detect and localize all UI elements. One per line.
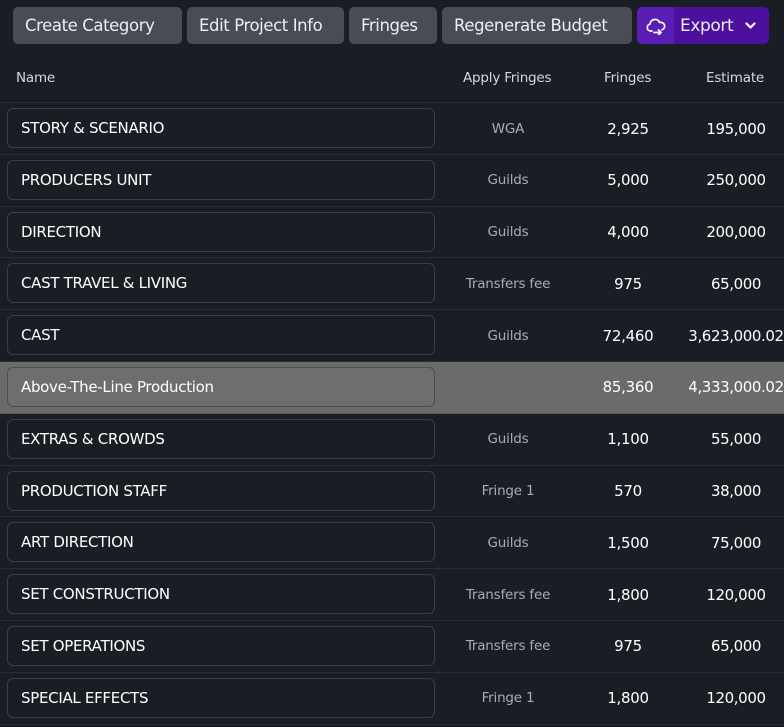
category-name-field[interactable]: EXTRAS & CROWDS <box>7 418 435 459</box>
table-row[interactable]: ART DIRECTION Guilds 1,500 75,000 <box>0 517 784 570</box>
category-name-field[interactable]: SET CONSTRUCTION <box>7 574 435 615</box>
apply-fringes-cell[interactable]: Guilds <box>487 534 529 551</box>
table-row[interactable]: PRODUCTION STAFF Fringe 1 570 38,000 <box>0 466 784 518</box>
apply-fringes-cell[interactable]: WGA <box>491 120 525 137</box>
table-row[interactable]: CAST Guilds 72,460 3,623,000.02 <box>0 310 784 362</box>
apply-fringes-cell[interactable]: Transfers fee <box>465 586 551 603</box>
toolbar: Create Category Edit Project Info Fringe… <box>13 7 769 44</box>
subtotal-name-field[interactable]: Above-The-Line Production <box>7 366 435 407</box>
apply-fringes-cell[interactable]: Guilds <box>487 327 529 344</box>
fringes-cell: 1,500 <box>607 533 649 552</box>
estimate-cell: 200,000 <box>706 223 766 242</box>
estimate-cell: 120,000 <box>706 689 766 708</box>
subtotal-row[interactable]: Above-The-Line Production 85,360 4,333,0… <box>0 361 784 414</box>
fringes-cell: 4,000 <box>607 223 649 242</box>
column-header-fringes[interactable]: Fringes <box>604 70 652 86</box>
estimate-cell: 195,000 <box>706 119 766 138</box>
apply-fringes-cell[interactable]: Transfers fee <box>465 275 551 292</box>
estimate-cell: 75,000 <box>710 533 762 552</box>
category-name-field[interactable]: ART DIRECTION <box>7 522 435 563</box>
fringes-cell: 72,460 <box>602 326 654 345</box>
edit-project-info-button[interactable]: Edit Project Info <box>187 7 344 44</box>
apply-fringes-cell[interactable]: Guilds <box>487 431 529 448</box>
fringes-cell: 975 <box>614 637 642 656</box>
category-name-field[interactable]: SPECIAL EFFECTS <box>7 677 435 718</box>
apply-fringes-cell[interactable]: Fringe 1 <box>481 690 535 707</box>
apply-fringes-cell[interactable]: Fringe 1 <box>481 483 535 500</box>
estimate-cell: 55,000 <box>710 430 762 449</box>
create-category-button[interactable]: Create Category <box>13 7 182 44</box>
estimate-cell: 250,000 <box>706 171 766 190</box>
table-row[interactable]: SET OPERATIONS Transfers fee 975 65,000 <box>0 621 784 673</box>
cloud-upload-icon <box>637 7 674 44</box>
estimate-cell: 38,000 <box>710 482 762 501</box>
apply-fringes-cell[interactable]: Guilds <box>487 172 529 189</box>
chevron-down-icon <box>745 22 756 29</box>
table-row[interactable]: SET CONSTRUCTION Transfers fee 1,800 120… <box>0 569 784 621</box>
export-button[interactable]: Export <box>637 7 769 44</box>
export-label: Export <box>680 15 734 36</box>
fringes-cell: 85,360 <box>602 378 654 397</box>
fringes-cell: 1,800 <box>607 585 649 604</box>
category-name-field[interactable]: PRODUCERS UNIT <box>7 159 435 200</box>
fringes-cell: 1,100 <box>607 430 649 449</box>
column-header-estimate[interactable]: Estimate <box>706 70 765 86</box>
table-row[interactable]: PRODUCERS UNIT Guilds 5,000 250,000 <box>0 155 784 207</box>
apply-fringes-cell[interactable]: Guilds <box>487 224 529 241</box>
column-header-apply-fringes[interactable]: Apply Fringes <box>463 70 552 86</box>
fringes-cell: 1,800 <box>607 689 649 708</box>
table-row[interactable]: EXTRAS & CROWDS Guilds 1,100 55,000 <box>0 414 784 466</box>
category-name-field[interactable]: STORY & SCENARIO <box>7 108 435 148</box>
fringes-cell: 570 <box>614 482 642 501</box>
category-name-field[interactable]: CAST <box>7 315 435 356</box>
table-row[interactable]: CAST TRAVEL & LIVING Transfers fee 975 6… <box>0 258 784 311</box>
table-header: Name Apply Fringes Fringes Estimate <box>0 55 784 103</box>
estimate-cell: 65,000 <box>710 274 762 293</box>
table-row[interactable]: DIRECTION Guilds 4,000 200,000 <box>0 207 784 259</box>
apply-fringes-cell <box>445 362 571 413</box>
estimate-cell: 3,623,000.02 <box>688 326 784 345</box>
fringes-cell: 2,925 <box>607 119 649 138</box>
category-name-field[interactable]: DIRECTION <box>7 211 435 252</box>
category-name-field[interactable]: PRODUCTION STAFF <box>7 470 435 511</box>
estimate-cell: 120,000 <box>706 585 766 604</box>
table-row[interactable]: SPECIAL EFFECTS Fringe 1 1,800 120,000 <box>0 673 784 725</box>
fringes-button[interactable]: Fringes <box>349 7 437 44</box>
fringes-cell: 5,000 <box>607 171 649 190</box>
category-name-field[interactable]: CAST TRAVEL & LIVING <box>7 263 435 304</box>
estimate-cell: 4,333,000.02 <box>688 378 784 397</box>
apply-fringes-cell[interactable]: Transfers fee <box>465 638 551 655</box>
category-name-field[interactable]: SET OPERATIONS <box>7 625 435 666</box>
budget-table-body: STORY & SCENARIO WGA 2,925 195,000 PRODU… <box>0 103 784 725</box>
fringes-cell: 975 <box>614 274 642 293</box>
estimate-cell: 65,000 <box>710 637 762 656</box>
table-row[interactable]: STORY & SCENARIO WGA 2,925 195,000 <box>0 103 784 155</box>
regenerate-budget-button[interactable]: Regenerate Budget <box>442 7 632 44</box>
column-header-name[interactable]: Name <box>16 70 56 86</box>
